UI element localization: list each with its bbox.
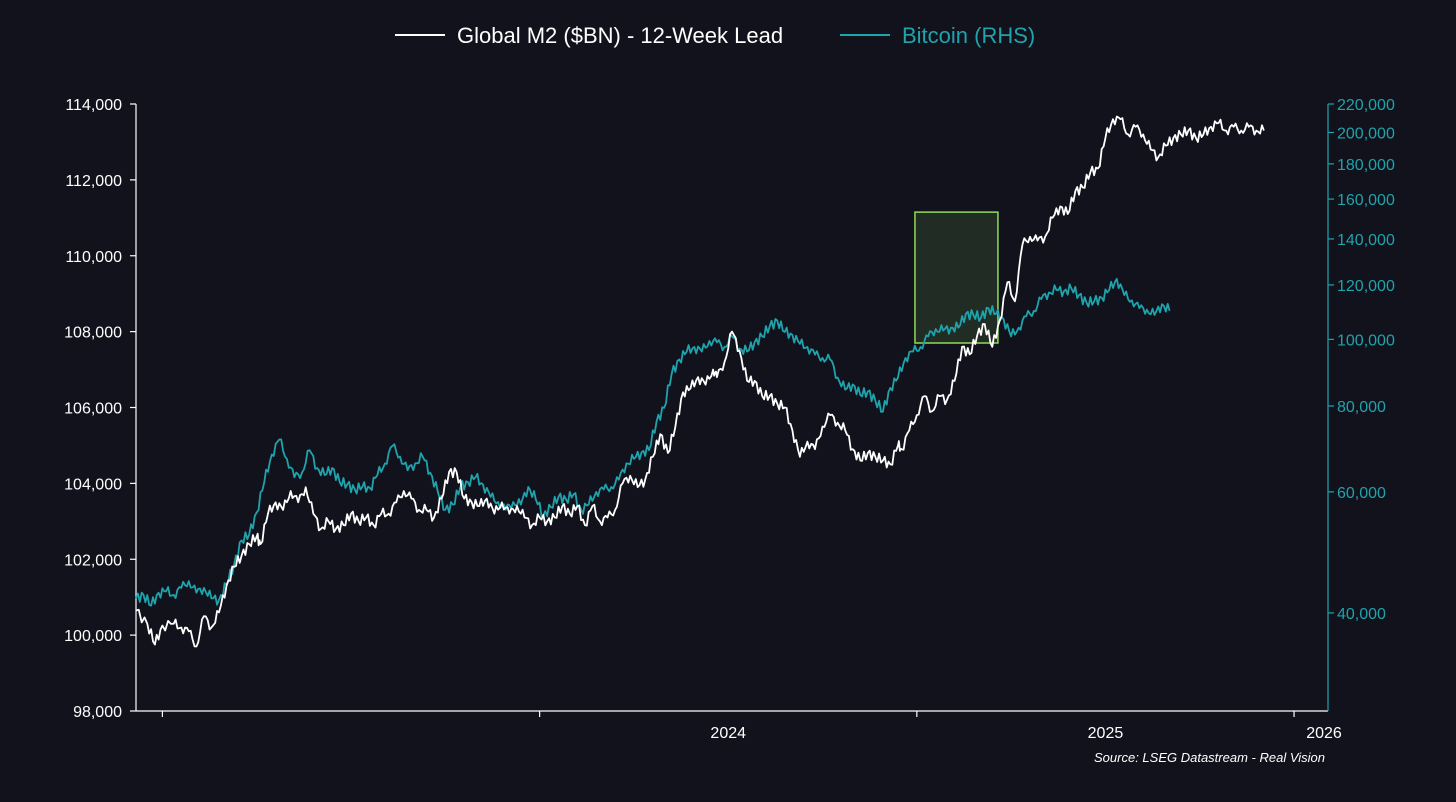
right-tick-label: 220,000 — [1337, 97, 1395, 114]
left-tick-label: 100,000 — [64, 628, 122, 645]
right-tick-label: 40,000 — [1337, 606, 1386, 623]
left-ticks: 98,000 100,000 102,000 104,000 106,000 108,00… — [64, 97, 136, 721]
right-tick-label: 200,000 — [1337, 125, 1395, 142]
left-tick-label: 108,000 — [64, 325, 122, 342]
right-tick-label: 120,000 — [1337, 278, 1395, 295]
left-tick-label: 104,000 — [64, 476, 122, 493]
right-tick-label: 140,000 — [1337, 232, 1395, 249]
series-line-global-m2 — [135, 115, 1265, 648]
right-ticks: 40,000 60,000 80,000 100,000 120,000 140,000 1… — [1328, 97, 1395, 623]
source-note: Source: LSEG Datastream - Real Vision — [1094, 750, 1325, 765]
highlight-box — [914, 211, 999, 344]
series-line-bitcoin — [135, 277, 1171, 607]
x-ticks: 2024 2025 2026 — [161, 711, 1342, 742]
legend: Global M2 ($BN) - 12-Week Lead Bitcoin (… — [395, 23, 1035, 48]
right-tick-label: 100,000 — [1337, 332, 1395, 349]
legend-btc-label: Bitcoin (RHS) — [902, 23, 1035, 48]
right-tick-label: 80,000 — [1337, 399, 1386, 416]
right-tick-label: 60,000 — [1337, 485, 1386, 502]
left-tick-label: 110,000 — [65, 249, 122, 266]
left-tick-label: 112,000 — [65, 173, 122, 190]
legend-m2-label: Global M2 ($BN) - 12-Week Lead — [457, 23, 783, 48]
x-tick-label: 2025 — [1088, 725, 1124, 742]
left-tick-label: 102,000 — [64, 552, 122, 569]
right-tick-label: 180,000 — [1337, 157, 1395, 174]
x-tick-label: 2024 — [710, 725, 746, 742]
left-tick-label: 98,000 — [73, 704, 122, 721]
right-tick-label: 160,000 — [1337, 192, 1395, 209]
left-tick-label: 114,000 — [65, 97, 122, 114]
left-tick-label: 106,000 — [64, 401, 122, 418]
x-tick-label: 2026 — [1306, 725, 1342, 742]
